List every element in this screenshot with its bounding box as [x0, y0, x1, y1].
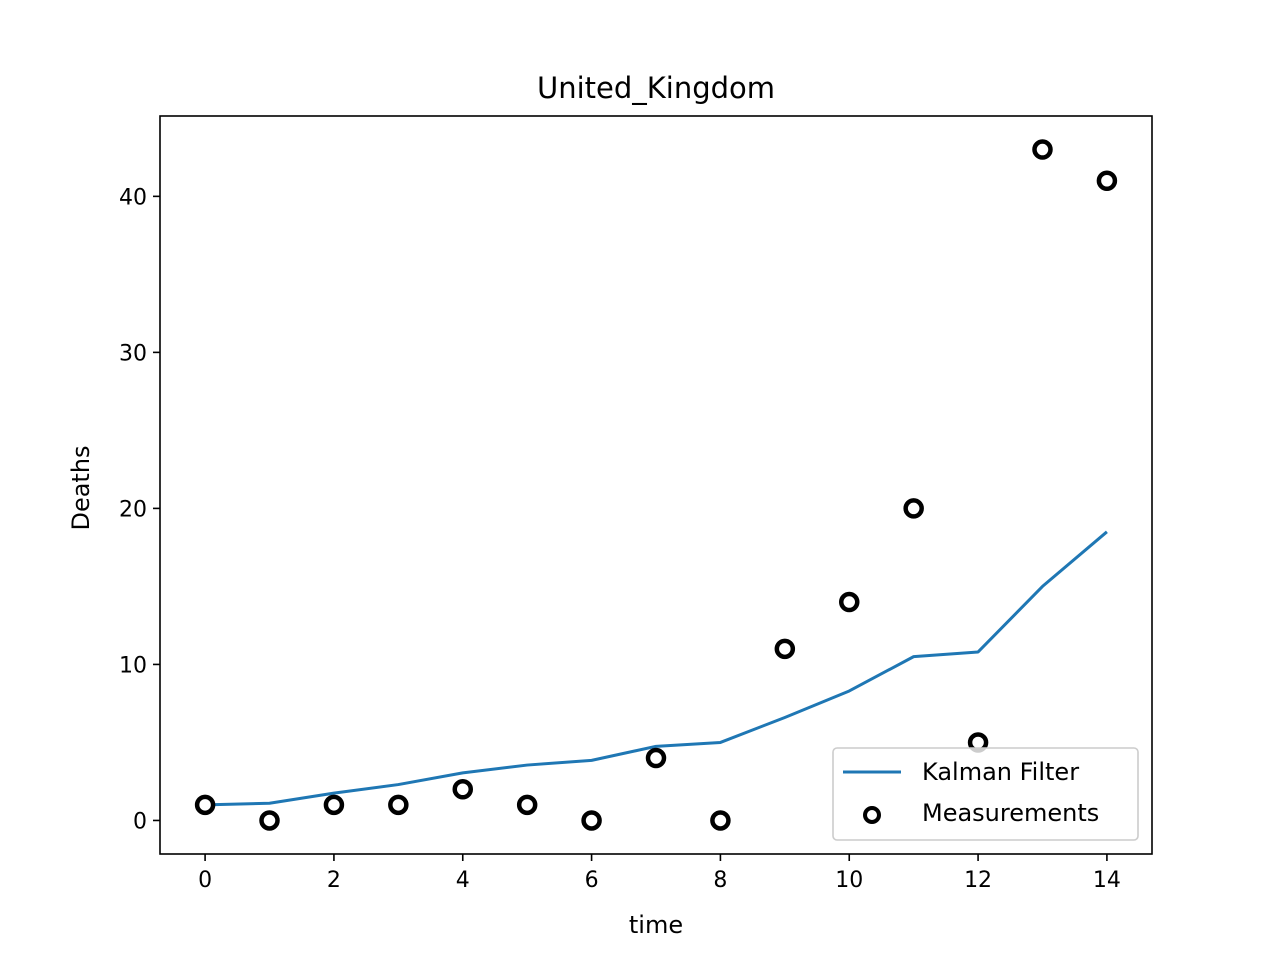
- y-tick-label: 30: [119, 341, 147, 366]
- x-tick-label: 0: [198, 868, 212, 893]
- measurement-point: [645, 747, 667, 769]
- kalman-filter-line: [205, 530, 1108, 807]
- y-axis-label: Deaths: [67, 445, 95, 530]
- measurement-point: [259, 810, 280, 831]
- measurement-point: [323, 794, 345, 816]
- chart-title: United_Kingdom: [537, 71, 775, 105]
- legend-marker-swatch: [863, 806, 881, 824]
- x-tick-label: 6: [585, 868, 599, 893]
- y-tick-label: 40: [119, 185, 147, 210]
- measurement-point: [452, 778, 474, 800]
- measurement-point: [516, 794, 538, 816]
- plot-frame: [159, 115, 1153, 855]
- legend-label-measurements: Measurements: [922, 799, 1099, 827]
- measurement-point: [581, 810, 602, 831]
- x-tick-label: 14: [1093, 868, 1121, 893]
- x-tick-label: 8: [713, 868, 727, 893]
- x-tick-label: 2: [327, 868, 341, 893]
- legend: Kalman Filter Measurements: [832, 747, 1139, 841]
- legend-label-kalman: Kalman Filter: [922, 758, 1079, 786]
- measurement-point: [194, 794, 216, 816]
- x-tick-label: 10: [835, 868, 863, 893]
- measurement-point: [388, 794, 409, 816]
- measurement-point: [838, 591, 860, 613]
- measurement-point: [774, 638, 796, 660]
- y-axis: 0 10 20 30 40: [119, 185, 160, 834]
- y-tick-label: 0: [133, 809, 147, 834]
- legend-box: [832, 747, 1139, 841]
- x-axis: 0 2 4 6 8 10 12 14: [198, 854, 1121, 893]
- measurement-point: [1096, 170, 1118, 192]
- measurement-point: [903, 498, 924, 519]
- measurement-point: [1032, 139, 1053, 160]
- x-tick-label: 4: [456, 868, 470, 893]
- x-tick-label: 12: [964, 868, 992, 893]
- y-tick-label: 20: [119, 497, 147, 522]
- x-axis-label: time: [629, 911, 683, 939]
- y-tick-label: 10: [119, 653, 147, 678]
- measurement-point: [710, 810, 731, 831]
